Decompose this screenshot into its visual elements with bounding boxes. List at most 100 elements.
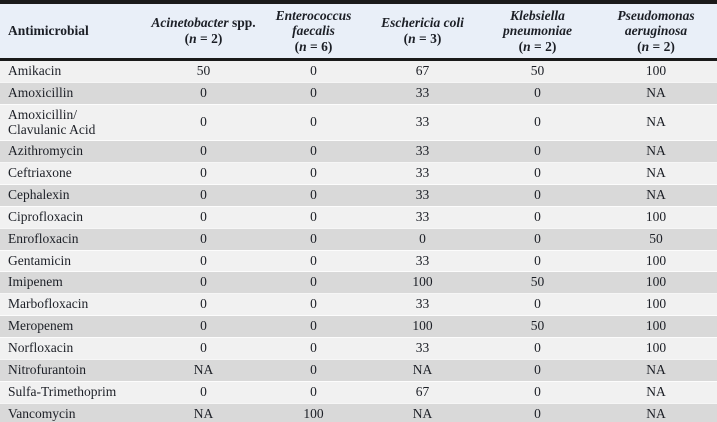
cell-value: NA <box>646 405 666 421</box>
table-body: Amikacin 50 0 67 50 100 Amoxicillin 0 0 33 0 NA Amox… <box>0 59 717 422</box>
cell-value: 0 <box>200 208 207 224</box>
cell-value: NA <box>646 187 666 203</box>
cell-value: NA <box>646 143 666 159</box>
cell-value: 100 <box>645 318 667 334</box>
row-label: Azithromycin <box>8 143 83 159</box>
row-label: Amoxicillin <box>8 84 74 100</box>
cell-value: NA <box>646 383 666 399</box>
header-row: Antimicrobial Acinetobacter spp. (n = 2)… <box>0 2 717 61</box>
cell-value: 100 <box>412 274 433 290</box>
cell-value: NA <box>646 84 666 100</box>
cell-value: 0 <box>310 114 317 130</box>
table-row: Cephalexin 0 0 33 0 NA <box>0 184 717 207</box>
cell-value: NA <box>646 165 666 181</box>
cell-value: 0 <box>200 143 207 159</box>
sample-size: (n = 2) <box>518 38 557 54</box>
column-header-pseudomonas-aeruginosa: Pseudomonas aeruginosa (n = 2) <box>595 2 717 61</box>
cell-value: 33 <box>415 84 430 100</box>
row-label: Ceftriaxone <box>8 165 72 181</box>
cell-value: 0 <box>534 187 541 203</box>
cell-value: 0 <box>200 383 207 399</box>
row-label: Enrofloxacin <box>8 230 79 246</box>
cell-value: 0 <box>534 383 541 399</box>
cell-value: 0 <box>310 296 317 312</box>
row-label: Norfloxacin <box>8 339 74 355</box>
cell-value: 100 <box>303 405 324 421</box>
cell-value: 0 <box>310 383 317 399</box>
row-label: Imipenem <box>8 274 63 290</box>
cell-value: 0 <box>419 230 426 246</box>
cell-value: 50 <box>530 63 545 78</box>
table-row: Enrofloxacin 0 0 0 0 50 <box>0 228 717 251</box>
table-row: Meropenem 0 0 100 50 100 <box>0 315 717 338</box>
row-label: Ciprofloxacin <box>8 208 83 224</box>
cell-value: 0 <box>534 208 541 224</box>
cell-value: 0 <box>534 296 541 312</box>
cell-value: 0 <box>310 361 317 377</box>
cell-value: 0 <box>310 230 317 246</box>
cell-value: 0 <box>200 84 207 100</box>
cell-value: NA <box>412 405 433 421</box>
table-row: Azithromycin 0 0 33 0 NA <box>0 140 717 163</box>
cell-value: 0 <box>200 187 207 203</box>
row-label: Nitrofurantoin <box>8 361 86 377</box>
cell-value: 33 <box>415 114 430 130</box>
row-label: Meropenem <box>8 318 74 334</box>
cell-value: 0 <box>534 165 541 181</box>
table-row: Ceftriaxone 0 0 33 0 NA <box>0 162 717 185</box>
cell-value: 33 <box>415 143 430 159</box>
cell-value: 0 <box>534 361 541 377</box>
cell-value: 100 <box>645 274 667 290</box>
table-row: Gentamicin 0 0 33 0 100 <box>0 250 717 272</box>
row-label: Sulfa-Trimethoprim <box>8 383 117 399</box>
cell-value: 33 <box>415 252 430 268</box>
cell-value: 33 <box>415 208 430 224</box>
table-row: Amoxicillin 0 0 33 0 NA <box>0 82 717 105</box>
cell-value: 0 <box>534 143 541 159</box>
cell-value: 33 <box>415 165 430 181</box>
cell-value: NA <box>193 405 214 421</box>
cell-value: 0 <box>310 143 317 159</box>
cell-value: 33 <box>415 296 430 312</box>
cell-value: 0 <box>200 274 207 290</box>
cell-value: 50 <box>649 230 663 246</box>
cell-value: NA <box>193 361 214 377</box>
cell-value: 100 <box>645 339 667 355</box>
cell-value: 0 <box>310 187 317 203</box>
row-label: Cephalexin <box>8 187 70 203</box>
cell-value: 0 <box>534 339 541 355</box>
table-row: Norfloxacin 0 0 33 0 100 <box>0 337 717 360</box>
cell-value: 0 <box>534 405 541 421</box>
cell-value: NA <box>646 114 666 130</box>
cell-value: 0 <box>200 296 207 312</box>
cell-value: 33 <box>415 339 430 355</box>
sample-size: (n = 2) <box>184 31 223 46</box>
cell-value: 0 <box>200 114 207 130</box>
table-row: Imipenem 0 0 100 50 100 <box>0 271 717 294</box>
cell-value: NA <box>412 361 433 377</box>
table-row: Nitrofurantoin NA 0 NA 0 NA <box>0 359 717 382</box>
table-row: Amikacin 50 0 67 50 100 <box>0 59 717 83</box>
column-header-klebsiella-pneumoniae: Klebsiella pneumoniae (n = 2) <box>480 2 595 61</box>
cell-value: 0 <box>310 165 317 181</box>
cell-value: 0 <box>534 252 541 268</box>
cell-value: NA <box>646 361 666 377</box>
cell-value: 67 <box>415 383 430 399</box>
row-label: Vancomycin <box>8 405 76 421</box>
cell-value: 100 <box>412 318 433 334</box>
cell-value: 100 <box>645 296 667 312</box>
cell-value: 33 <box>415 187 430 203</box>
cell-value: 50 <box>196 63 211 78</box>
sample-size: (n = 3) <box>403 31 442 46</box>
column-header-enterococcus-faecalis: Enterococcus faecalis (n = 6) <box>262 2 365 61</box>
table-row: Vancomycin NA 100 NA 0 NA <box>0 403 717 422</box>
cell-value: 0 <box>310 252 317 268</box>
row-label: Marbofloxacin <box>8 296 89 312</box>
cell-value: 67 <box>415 63 430 78</box>
column-header-eschericia-coli: Eschericia coli (n = 3) <box>365 2 480 61</box>
table-header: Antimicrobial Acinetobacter spp. (n = 2)… <box>0 2 717 61</box>
table-row: Amoxicillin/ Clavulanic Acid 0 0 33 0 NA <box>0 104 717 141</box>
row-label: Amoxicillin/ Clavulanic Acid <box>8 106 96 137</box>
column-header-antimicrobial: Antimicrobial <box>0 2 145 61</box>
